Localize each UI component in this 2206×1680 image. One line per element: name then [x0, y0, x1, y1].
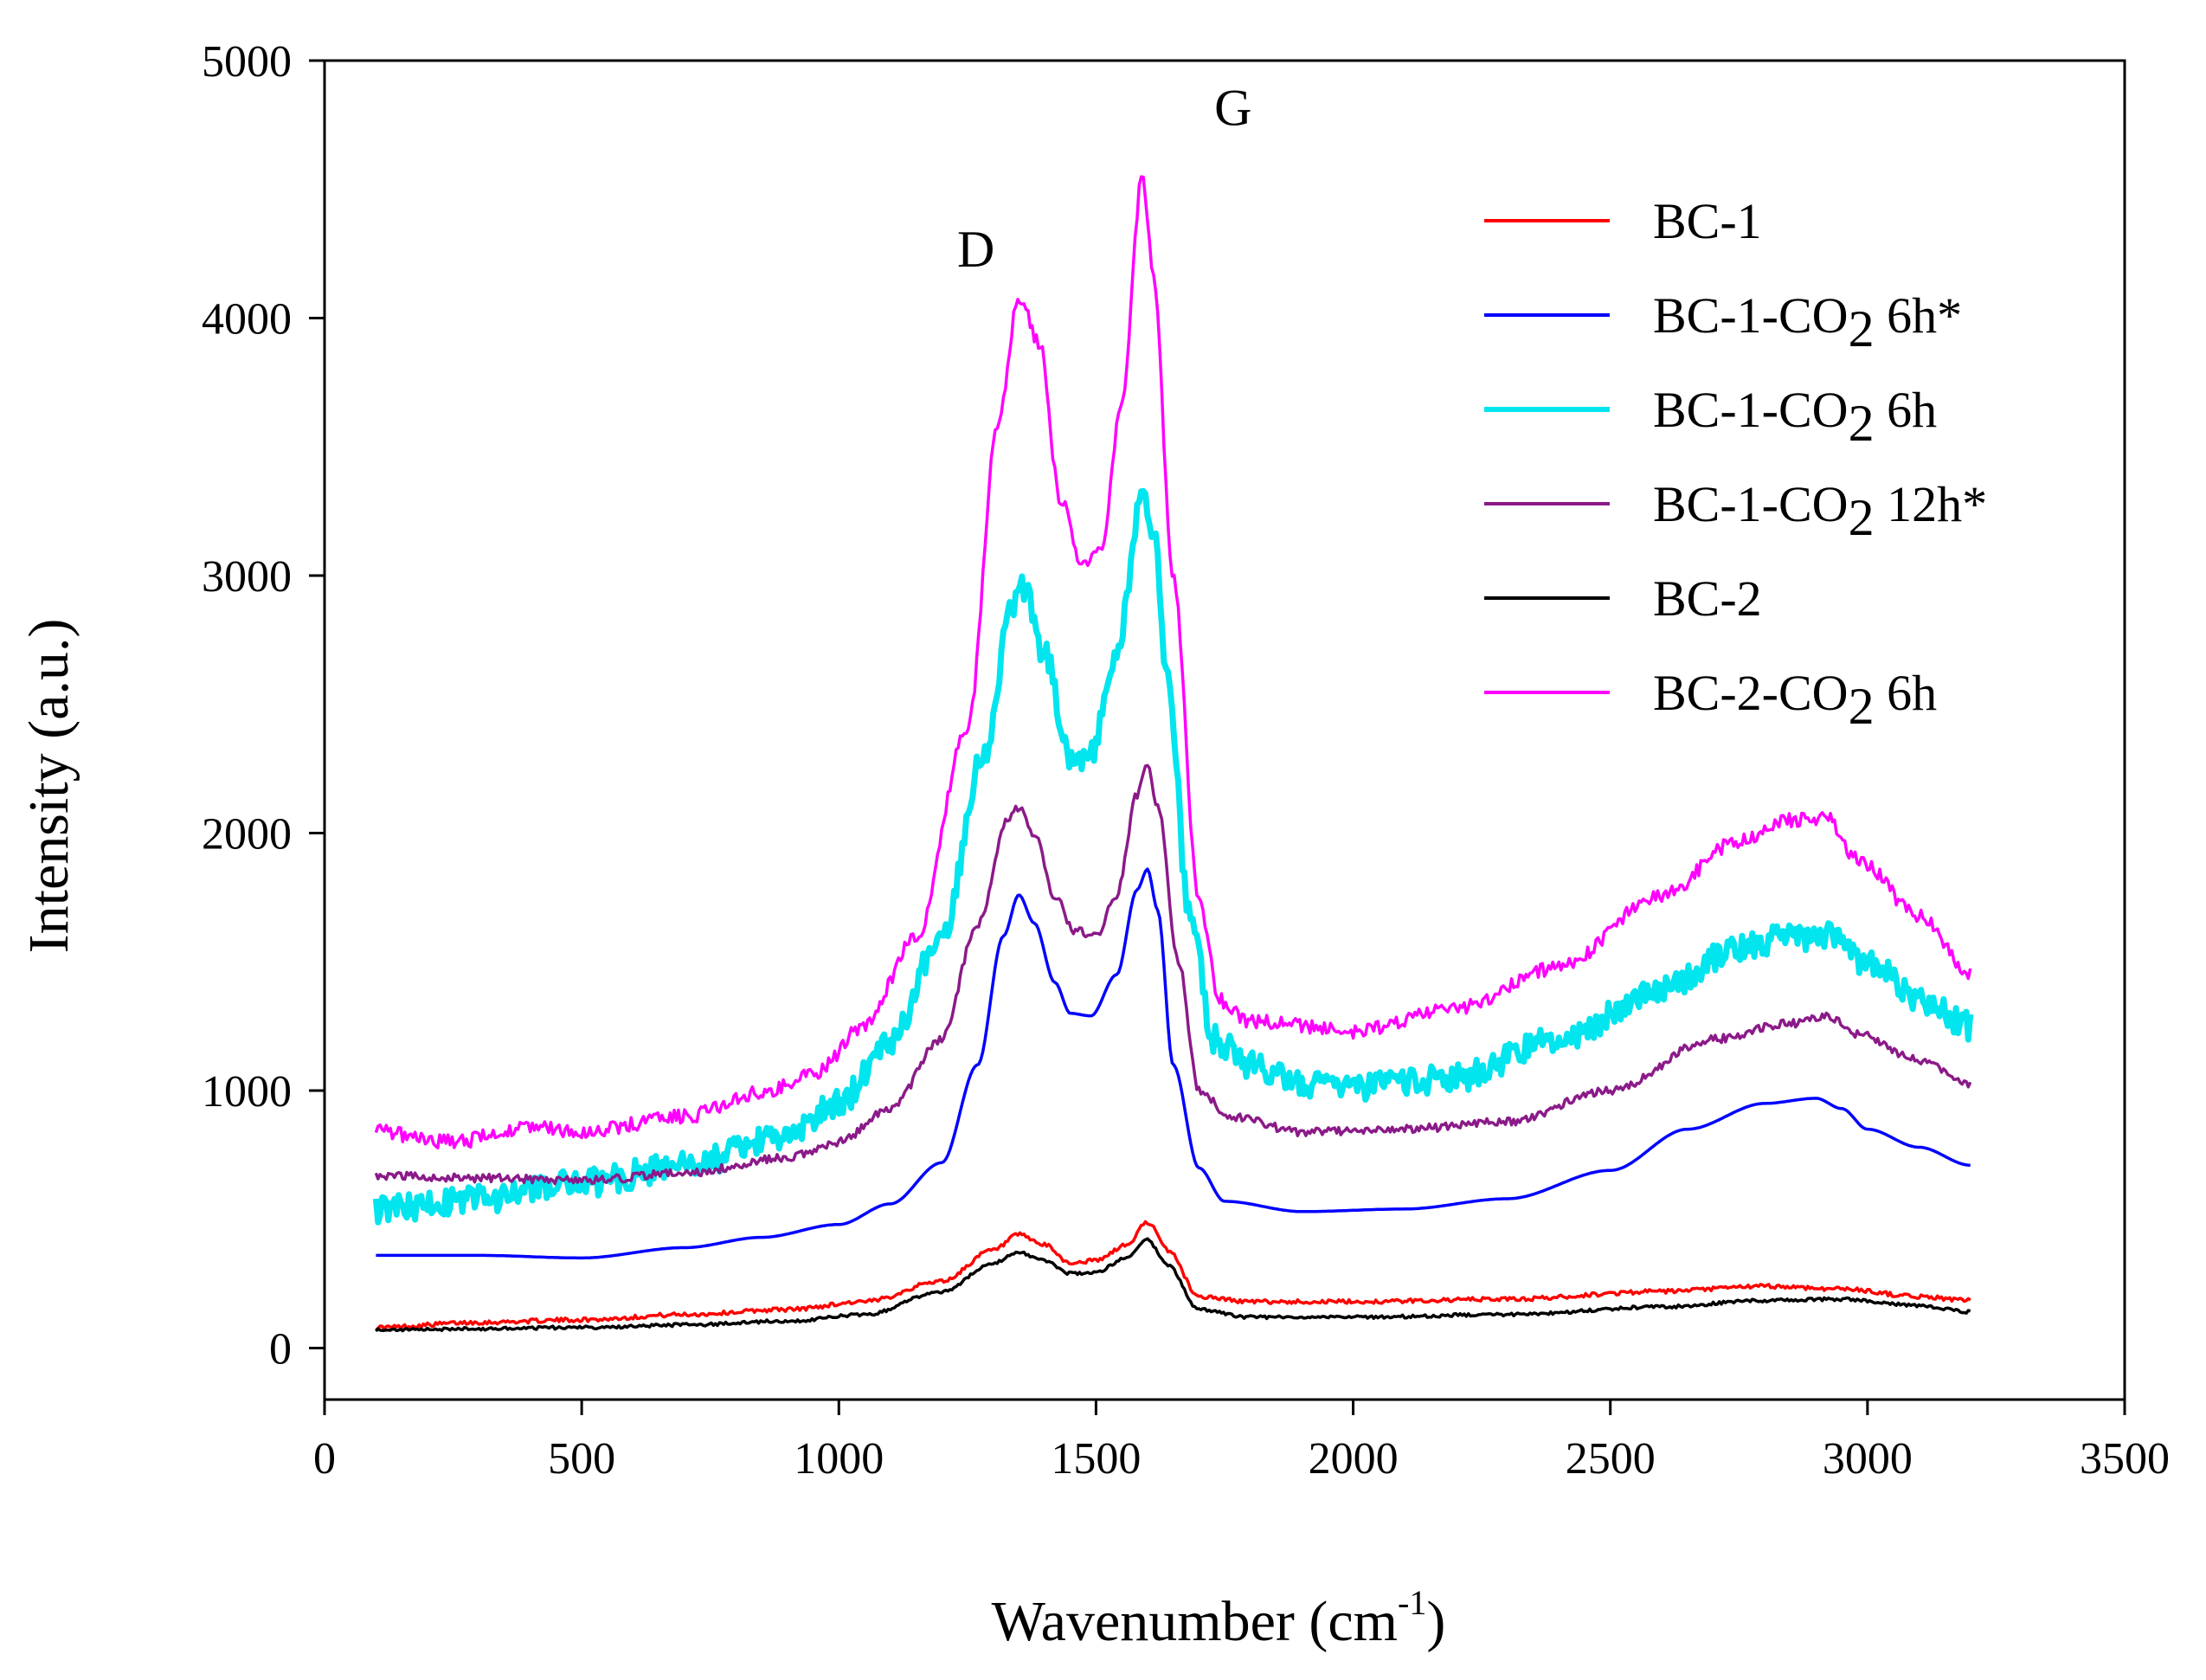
legend-label-base-1: BC-1-CO [1653, 287, 1849, 344]
x-tick-label-3: 1500 [1051, 1434, 1141, 1484]
x-axis-title-close: ) [1426, 1590, 1445, 1653]
x-tick-label-7: 3500 [2080, 1434, 2170, 1484]
x-axis-title: Wavenumber (cm-1) [992, 1583, 1446, 1653]
legend-label-3: BC-1-CO2 12h* [1653, 476, 1987, 546]
series-line-3 [374, 763, 1972, 1186]
legend-label-0: BC-1 [1653, 193, 1762, 249]
plot-series [372, 175, 1974, 1333]
x-axis-title-main: Wavenumber (cm [992, 1590, 1398, 1653]
peak-label-1: G [1214, 79, 1251, 136]
legend-label-5: BC-2-CO2 6h [1653, 665, 1937, 735]
y-tick-label-1: 1000 [202, 1067, 292, 1117]
x-tick-label-0: 0 [313, 1434, 336, 1484]
series-line-5 [374, 175, 1972, 1149]
legend-label-base-5: BC-2-CO [1653, 665, 1849, 721]
series-line-1 [376, 867, 1971, 1260]
legend-label-subscript-2: 2 [1849, 395, 1875, 452]
x-tick-label-1: 500 [548, 1434, 615, 1484]
y-tick-label-4: 4000 [202, 295, 292, 344]
x-tick-label-5: 2500 [1566, 1434, 1656, 1484]
y-tick-label-2: 2000 [202, 810, 292, 859]
plot-frame [323, 59, 2126, 1401]
legend-label-subscript-1: 2 [1849, 300, 1875, 357]
legend-label-4: BC-2 [1653, 570, 1762, 627]
legend-label-subscript-5: 2 [1849, 678, 1875, 735]
legend-label-1: BC-1-CO2 6h* [1653, 287, 1962, 357]
legend-label-2: BC-1-CO2 6h [1653, 382, 1937, 452]
y-tick-label-3: 3000 [202, 552, 292, 602]
series-line-4 [375, 1237, 1971, 1333]
legend-label-base-2: BC-1-CO [1653, 382, 1849, 438]
series-line-0 [375, 1220, 1971, 1331]
peak-annotations: DG [957, 79, 1251, 278]
legend-label-base-3: BC-1-CO [1653, 476, 1849, 532]
legend-label-base-4: BC-2 [1653, 570, 1762, 627]
x-tick-label-2: 1000 [794, 1434, 884, 1484]
y-tick-label-5: 5000 [202, 37, 292, 87]
x-tick-label-6: 3000 [1823, 1434, 1913, 1484]
legend-label-base-0: BC-1 [1653, 193, 1762, 249]
legend-label-suffix-3: 12h* [1875, 476, 1988, 532]
axis-ticks: 0 500 1000 1500 2000 2500 3000 3500 0 1000 2000 300… [202, 37, 2170, 1484]
legend-label-suffix-2: 6h [1875, 382, 1938, 438]
legend-label-suffix-5: 6h [1875, 665, 1938, 721]
y-tick-label-0: 0 [269, 1325, 292, 1374]
y-axis-title: Intensity (a.u.) [17, 619, 80, 954]
x-tick-label-4: 2000 [1309, 1434, 1399, 1484]
legend-label-suffix-1: 6h* [1875, 287, 1963, 344]
x-axis-title-superscript: -1 [1398, 1583, 1426, 1622]
peak-label-0: D [957, 221, 994, 278]
series-line-2 [372, 487, 1974, 1226]
legend-label-subscript-3: 2 [1849, 489, 1875, 546]
